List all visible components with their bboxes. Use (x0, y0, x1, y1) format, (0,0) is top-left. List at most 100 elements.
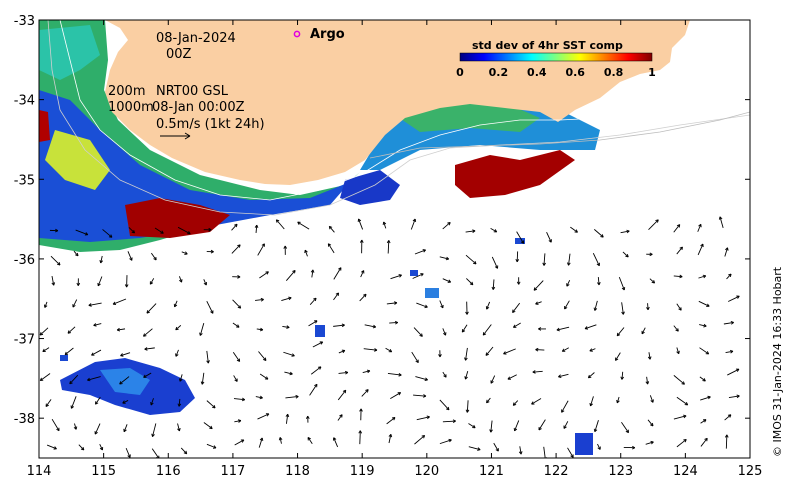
current-arrow (728, 394, 740, 399)
lon-tick-label: 121 (479, 464, 504, 479)
current-arrow (231, 223, 238, 231)
current-arrow (206, 350, 210, 364)
current-arrow (359, 408, 363, 421)
current-arrow (621, 421, 629, 434)
current-arrow (361, 389, 369, 397)
current-arrow (615, 352, 621, 361)
current-arrow (464, 371, 469, 380)
current-arrow (233, 375, 238, 382)
current-arrow (45, 399, 52, 407)
current-arrow (119, 376, 130, 385)
colorbar: std dev of 4hr SST comp 0 0.2 0.4 0.6 0.8 1 (456, 39, 656, 79)
current-arrow (309, 297, 317, 305)
current-arrow (282, 325, 290, 329)
lon-tick-label: 124 (673, 464, 698, 479)
current-arrow (648, 219, 659, 230)
current-arrow (206, 443, 217, 449)
current-arrow (91, 349, 102, 356)
current-arrow (46, 444, 57, 450)
current-arrow (150, 398, 154, 406)
current-arrow (491, 256, 499, 269)
current-arrow (233, 397, 246, 402)
current-arrow (724, 414, 732, 421)
sst-patch-eddy-light (100, 368, 150, 395)
lon-tick-label: 125 (738, 464, 763, 479)
current-vectors (39, 216, 740, 458)
current-arrow (416, 302, 428, 309)
current-arrow (99, 443, 104, 451)
current-arrow (723, 321, 734, 325)
current-arrow (533, 280, 544, 291)
current-arrow (87, 376, 101, 382)
current-arrow (485, 301, 491, 310)
sst-patch-red-west-edge (39, 110, 50, 142)
current-arrow (700, 395, 711, 401)
colorbar-tick-label: 0 (456, 66, 464, 79)
current-arrow (206, 301, 214, 314)
current-arrow (442, 371, 447, 378)
current-arrow (39, 373, 51, 382)
lon-tick-label: 119 (350, 464, 375, 479)
colorbar-tick-label: 0.2 (489, 66, 509, 79)
current-arrow (255, 395, 263, 400)
current-arrow (438, 350, 442, 358)
current-arrow (50, 255, 61, 266)
current-arrow (146, 303, 157, 314)
current-arrow (177, 398, 182, 407)
depth-1000-label: 1000m (108, 100, 154, 115)
current-arrow (122, 400, 129, 404)
current-arrow (465, 254, 477, 265)
current-arrow (616, 396, 620, 404)
current-arrow (439, 438, 452, 445)
current-arrow (461, 324, 468, 333)
current-arrow (673, 375, 685, 385)
current-arrow (532, 370, 543, 374)
current-arrow (620, 229, 630, 234)
current-arrow (283, 351, 295, 357)
scale-arrow (160, 132, 191, 140)
current-arrow (254, 224, 259, 233)
current-arrow (78, 444, 85, 451)
current-arrow (414, 435, 426, 445)
current-arrow (699, 376, 706, 382)
current-arrow (724, 434, 729, 449)
current-arrow (258, 351, 267, 361)
current-arrow (587, 372, 595, 379)
current-arrow (51, 418, 60, 432)
current-arrow (99, 255, 104, 264)
current-arrow (67, 326, 76, 334)
date-line2: 00Z (166, 47, 192, 62)
lat-tick-label: -34 (14, 94, 35, 109)
current-arrow (589, 348, 596, 352)
current-arrow (284, 371, 293, 376)
current-arrow (51, 275, 56, 286)
current-arrow (439, 300, 444, 309)
current-arrow (93, 323, 102, 327)
sst-patch-west-cyan (39, 25, 100, 80)
current-arrow (127, 251, 133, 261)
lon-tick-label: 117 (220, 464, 245, 479)
lon-tick-label: 116 (156, 464, 181, 479)
current-arrow (538, 327, 546, 331)
current-arrow (512, 302, 521, 313)
current-arrow (593, 300, 598, 311)
scale-label: 0.5m/s (1kt 24h) (156, 117, 265, 132)
current-arrow (561, 400, 569, 413)
current-arrow (673, 414, 687, 420)
current-arrow (173, 300, 178, 308)
current-arrow (177, 226, 191, 235)
current-arrow (503, 348, 516, 355)
current-arrow (725, 349, 734, 354)
current-arrow (154, 227, 164, 234)
current-arrow (698, 300, 710, 307)
current-arrow (727, 368, 740, 376)
current-arrow (94, 423, 101, 435)
current-arrow (593, 229, 604, 238)
current-arrow (728, 295, 740, 302)
current-arrow (647, 419, 654, 427)
current-arrow (385, 347, 393, 353)
current-arrow (699, 347, 710, 355)
current-arrow (333, 323, 345, 328)
current-arrow (645, 440, 654, 445)
current-arrow (700, 419, 707, 424)
